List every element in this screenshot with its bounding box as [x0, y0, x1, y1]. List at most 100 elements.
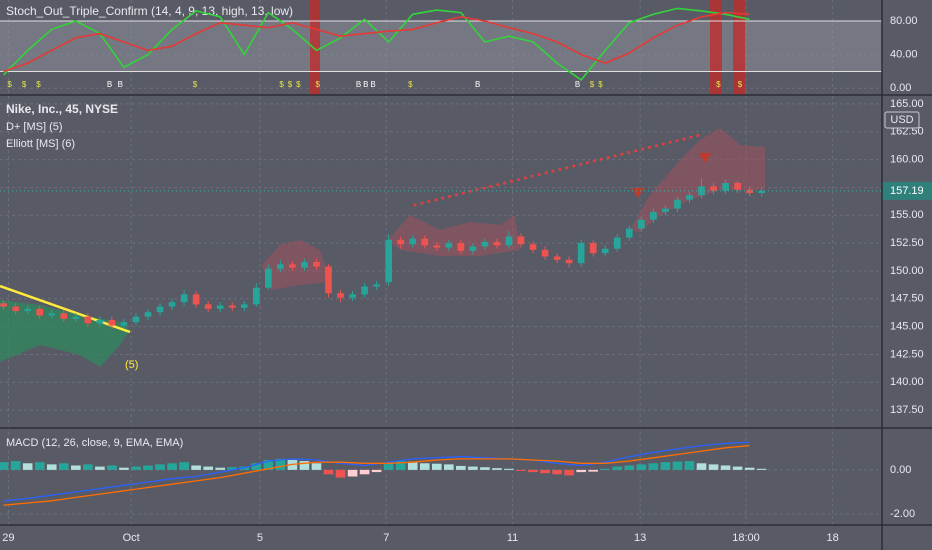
signal-marker: $ — [7, 80, 12, 89]
candle-body — [72, 316, 80, 319]
x-tick-label: 11 — [507, 532, 518, 544]
candle-body — [589, 243, 597, 254]
candle-body — [180, 294, 188, 303]
histogram-bar — [492, 468, 502, 470]
histogram-bar — [552, 469, 562, 475]
macd-line — [3, 444, 750, 506]
histogram-bar — [371, 469, 382, 473]
candle-body — [325, 266, 332, 294]
candle-body — [433, 245, 441, 248]
symbol-title: Nike, Inc., 45, NYSE — [6, 102, 118, 116]
indicator-label: D+ [MS] (5) — [6, 121, 63, 133]
histogram-bar — [251, 463, 262, 470]
histogram-bar — [564, 469, 574, 476]
candle-body — [445, 243, 453, 248]
currency-box — [884, 111, 920, 129]
red-cloud — [630, 128, 765, 232]
signal-marker: $ — [738, 80, 743, 89]
histogram-bar — [275, 458, 286, 470]
histogram-bar — [419, 463, 430, 470]
histogram-bar — [299, 461, 310, 470]
candle-body — [24, 308, 31, 312]
candle-body — [722, 182, 729, 191]
wave-label: (5) — [125, 359, 138, 371]
histogram-bar — [528, 469, 538, 473]
candle-body — [626, 228, 633, 238]
signal-marker: B — [370, 80, 375, 89]
signal-marker: B — [356, 80, 361, 89]
candle-body — [361, 286, 368, 295]
histogram-bar — [383, 462, 394, 470]
histogram-bar — [311, 463, 322, 470]
x-tick-label: 7 — [383, 532, 389, 544]
signal-marker: B — [575, 80, 580, 89]
y-tick-label: 150.00 — [890, 265, 924, 277]
histogram-bar — [600, 468, 611, 470]
candle-body — [337, 293, 344, 298]
candle-body — [650, 211, 657, 220]
signal-marker: $ — [598, 80, 603, 89]
y-tick-label: 165.00 — [890, 98, 924, 110]
y-tick-label: -2.00 — [890, 508, 915, 520]
histogram-bar — [672, 461, 683, 470]
signal-marker: B — [118, 80, 123, 89]
candle-body — [301, 262, 308, 268]
x-tick-label: 5 — [257, 532, 263, 544]
candle-body — [349, 294, 356, 298]
histogram-bar — [203, 466, 213, 470]
last-price-box — [882, 181, 932, 200]
histogram-bar — [624, 465, 635, 470]
candle-body — [277, 264, 284, 269]
macd-title: MACD (12, 26, close, 9, EMA, EMA) — [6, 437, 183, 449]
y-tick-label: 145.00 — [890, 321, 924, 333]
candle-body — [577, 243, 585, 264]
signal-marker: B — [107, 80, 112, 89]
candle-body — [421, 238, 429, 246]
histogram-bar — [227, 467, 238, 470]
histogram-bar — [431, 463, 442, 470]
x-tick-label: 18 — [827, 532, 839, 544]
candle-body — [710, 186, 717, 191]
signal-marker: B — [475, 80, 480, 89]
histogram-bar — [504, 468, 514, 470]
histogram-bar — [708, 464, 719, 470]
histogram-bar — [576, 469, 586, 473]
candle-body — [565, 259, 573, 264]
candle-body — [662, 208, 669, 212]
histogram-bar — [58, 463, 69, 470]
candle-body — [553, 256, 561, 260]
candle-body — [758, 190, 765, 194]
histogram-bar — [191, 465, 201, 470]
candle-body — [36, 308, 44, 316]
candle-body — [84, 316, 92, 324]
histogram-bar — [480, 467, 490, 470]
candle-body — [204, 304, 212, 309]
y-tick-label: 160.00 — [890, 154, 924, 166]
candle-body — [505, 236, 513, 246]
candle-body — [481, 242, 489, 247]
y-tick-label: 0.00 — [890, 464, 911, 476]
histogram-bar — [70, 465, 81, 470]
candle-body — [674, 199, 681, 209]
candle-body — [216, 305, 224, 309]
x-tick-label: 18:00 — [732, 532, 760, 544]
x-tick-label: 13 — [634, 532, 646, 544]
candle-body — [734, 182, 741, 190]
signal-marker: $ — [408, 80, 413, 89]
sell-arrow — [699, 153, 711, 163]
candle-body — [385, 239, 392, 283]
candle-body — [313, 262, 320, 267]
histogram-bar — [143, 465, 153, 470]
histogram-bar — [46, 464, 57, 470]
histogram-bar — [720, 465, 731, 470]
band-fill — [0, 21, 882, 72]
candle-body — [0, 303, 7, 307]
y-tick-label: 142.50 — [890, 348, 924, 360]
dotted-trend — [413, 133, 702, 207]
candle-body — [698, 186, 705, 196]
candle-body — [638, 219, 645, 229]
histogram-bar — [107, 465, 117, 470]
histogram-bar — [263, 459, 274, 470]
signal-marker: $ — [315, 80, 320, 89]
